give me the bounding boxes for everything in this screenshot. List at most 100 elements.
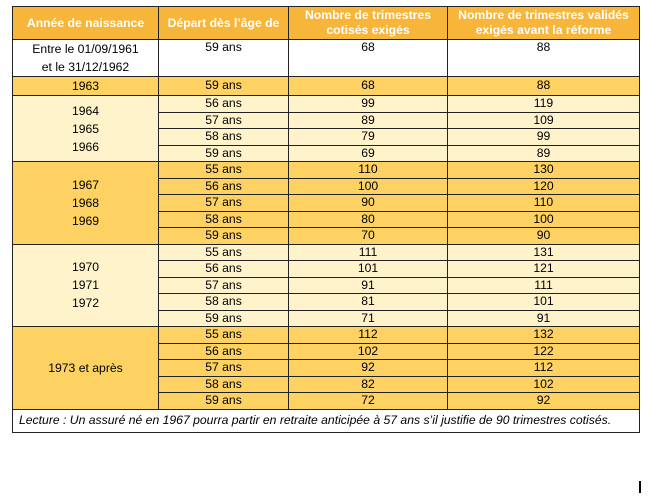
quarters-validated-cell: 90 bbox=[447, 227, 640, 245]
quarters-contributed-cell: 82 bbox=[288, 375, 448, 393]
table-row: 1970 1971 1972 55 ans 111 131 bbox=[12, 243, 640, 327]
quarters-contributed-cell: 111 bbox=[288, 243, 448, 261]
retirement-table-container: Année de naissance Départ dès l’âge de N… bbox=[12, 6, 640, 433]
quarters-contributed-cell: 68 bbox=[288, 39, 448, 77]
table-row: 1963 59 ans 68 88 bbox=[12, 76, 640, 96]
birth-year-line: 1970 bbox=[71, 260, 100, 275]
birth-year-cell: Entre le 01/09/1961 et le 31/12/1962 bbox=[12, 39, 159, 77]
quarters-validated-cell: 101 bbox=[447, 293, 640, 311]
quarters-contributed-cell: 79 bbox=[288, 128, 448, 146]
table-row: 56 ans 100 120 bbox=[13, 177, 640, 195]
birth-year-line: 1973 et après bbox=[48, 360, 123, 375]
birth-year-cell: 1964 1965 1966 bbox=[12, 95, 159, 162]
departure-age-cell: 57 ans bbox=[158, 276, 289, 294]
departure-age-cell: 58 ans bbox=[158, 375, 289, 393]
table-row: 57 ans 91 111 bbox=[13, 276, 640, 294]
header-quarters-contributed-line2: cotisés exigés bbox=[326, 23, 410, 37]
birth-year-line: 1969 bbox=[71, 213, 100, 228]
quarters-validated-cell: 99 bbox=[447, 128, 640, 146]
quarters-contributed-cell: 89 bbox=[288, 111, 448, 129]
quarters-contributed-cell: 112 bbox=[288, 326, 448, 344]
quarters-validated-cell: 109 bbox=[447, 111, 640, 129]
quarters-contributed-cell: 99 bbox=[288, 95, 448, 113]
departure-age-cell: 58 ans bbox=[158, 293, 289, 311]
table-row: 58 ans 79 99 bbox=[13, 128, 640, 146]
quarters-validated-cell: 112 bbox=[447, 359, 640, 377]
birth-year-cell: 1970 1971 1972 bbox=[12, 243, 159, 327]
departure-age-cell: 59 ans bbox=[158, 144, 289, 162]
birth-year-line: 1964 bbox=[71, 103, 100, 118]
table-row: 57 ans 90 110 bbox=[13, 194, 640, 212]
departure-age-cell: 55 ans bbox=[158, 161, 289, 179]
departure-age-cell: 59 ans bbox=[158, 76, 289, 96]
departure-age-cell: 59 ans bbox=[158, 39, 289, 77]
table-row: 59 ans 72 92 bbox=[13, 392, 640, 410]
quarters-validated-cell: 91 bbox=[447, 309, 640, 327]
quarters-contributed-cell: 69 bbox=[288, 144, 448, 162]
table-row: 57 ans 89 109 bbox=[13, 111, 640, 129]
quarters-validated-cell: 121 bbox=[447, 260, 640, 278]
quarters-contributed-cell: 110 bbox=[288, 161, 448, 179]
departure-age-cell: 57 ans bbox=[158, 194, 289, 212]
table-row: 1973 et après 55 ans 112 132 bbox=[12, 326, 640, 410]
quarters-contributed-cell: 71 bbox=[288, 309, 448, 327]
birth-year-line: et le 31/12/1962 bbox=[41, 60, 130, 74]
quarters-validated-cell: 89 bbox=[447, 144, 640, 162]
departure-age-cell: 56 ans bbox=[158, 95, 289, 113]
departure-age-cell: 59 ans bbox=[158, 309, 289, 327]
quarters-contributed-cell: 80 bbox=[288, 210, 448, 228]
header-quarters-contributed: Nombre de trimestres cotisés exigés bbox=[288, 6, 448, 40]
header-quarters-validated-line2: exigés avant la réforme bbox=[475, 23, 612, 37]
quarters-contributed-cell: 101 bbox=[288, 260, 448, 278]
birth-year-line: 1963 bbox=[71, 79, 100, 93]
quarters-contributed-cell: 81 bbox=[288, 293, 448, 311]
quarters-validated-cell: 100 bbox=[447, 210, 640, 228]
departure-age-cell: 57 ans bbox=[158, 111, 289, 129]
quarters-contributed-cell: 91 bbox=[288, 276, 448, 294]
table-header-row: Année de naissance Départ dès l’âge de N… bbox=[12, 6, 640, 40]
quarters-validated-cell: 92 bbox=[447, 392, 640, 410]
quarters-validated-cell: 120 bbox=[447, 177, 640, 195]
birth-year-line: 1965 bbox=[71, 121, 100, 136]
table-row: 56 ans 102 122 bbox=[13, 342, 640, 360]
birth-year-line: 1968 bbox=[71, 195, 100, 210]
quarters-validated-cell: 130 bbox=[447, 161, 640, 179]
quarters-validated-cell: 122 bbox=[447, 342, 640, 360]
birth-year-line: 1967 bbox=[71, 177, 100, 192]
departure-age-cell: 56 ans bbox=[158, 342, 289, 360]
quarters-contributed-cell: 70 bbox=[288, 227, 448, 245]
quarters-contributed-cell: 72 bbox=[288, 392, 448, 410]
table-row: Entre le 01/09/1961 et le 31/12/1962 59 an… bbox=[12, 39, 640, 77]
quarters-contributed-cell: 68 bbox=[288, 76, 448, 96]
birth-year-line: 1966 bbox=[71, 139, 100, 154]
retirement-table: Année de naissance Départ dès l’âge de N… bbox=[12, 6, 640, 433]
header-quarters-validated-line1: Nombre de trimestres validés bbox=[458, 8, 629, 22]
table-body: Entre le 01/09/1961 et le 31/12/1962 59 an… bbox=[12, 39, 640, 410]
quarters-validated-cell: 131 bbox=[447, 243, 640, 261]
table-row: 57 ans 92 112 bbox=[13, 359, 640, 377]
header-quarters-validated: Nombre de trimestres validés exigés avan… bbox=[447, 6, 640, 40]
quarters-contributed-cell: 90 bbox=[288, 194, 448, 212]
table-row: 58 ans 81 101 bbox=[13, 293, 640, 311]
departure-age-cell: 55 ans bbox=[158, 326, 289, 344]
header-quarters-contributed-line1: Nombre de trimestres bbox=[305, 8, 431, 22]
quarters-validated-cell: 88 bbox=[447, 76, 640, 96]
table-row: 1964 1965 1966 56 ans 99 119 bbox=[12, 95, 640, 162]
birth-year-cell: 1973 et après bbox=[12, 326, 159, 410]
quarters-validated-cell: 102 bbox=[447, 375, 640, 393]
header-birth-year: Année de naissance bbox=[12, 6, 159, 40]
departure-age-cell: 59 ans bbox=[158, 227, 289, 245]
table-row: 58 ans 82 102 bbox=[13, 375, 640, 393]
page-edge-mark bbox=[639, 481, 641, 493]
header-departure-age: Départ dès l’âge de bbox=[158, 6, 289, 40]
quarters-contributed-cell: 92 bbox=[288, 359, 448, 377]
departure-age-cell: 56 ans bbox=[158, 177, 289, 195]
quarters-contributed-cell: 100 bbox=[288, 177, 448, 195]
departure-age-cell: 58 ans bbox=[158, 210, 289, 228]
quarters-validated-cell: 110 bbox=[447, 194, 640, 212]
quarters-validated-cell: 132 bbox=[447, 326, 640, 344]
departure-age-cell: 56 ans bbox=[158, 260, 289, 278]
table-row: 1967 1968 1969 55 ans 110 130 bbox=[12, 161, 640, 245]
departure-age-cell: 57 ans bbox=[158, 359, 289, 377]
table-row: 58 ans 80 100 bbox=[13, 210, 640, 228]
